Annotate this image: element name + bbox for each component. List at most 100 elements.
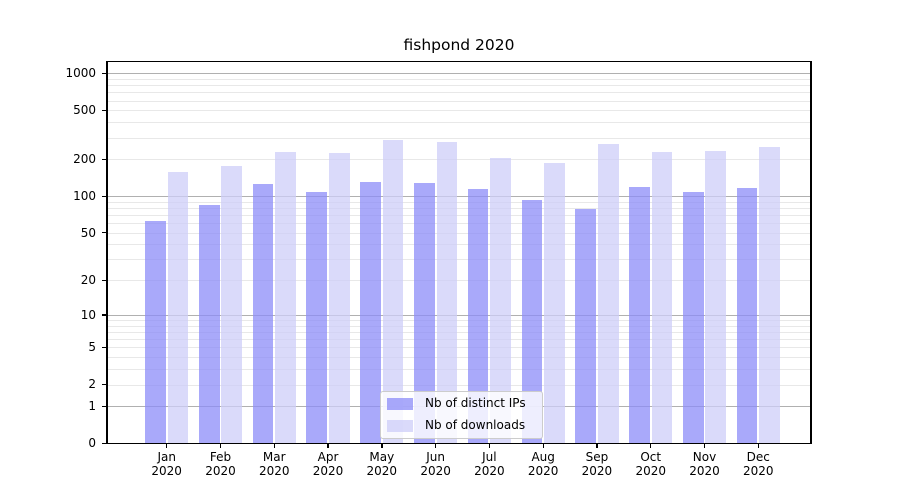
gridline-minor [107, 137, 810, 139]
y-tick-label: 50 [80, 225, 96, 240]
chart-title: fishpond 2020 [403, 36, 515, 54]
legend-item-distinct-ips: Nb of distinct IPs [387, 397, 534, 410]
y-tick-label: 1000 [65, 66, 96, 81]
x-tick [273, 444, 275, 449]
gridline-major [107, 314, 810, 316]
plot-border-top [106, 60, 813, 63]
bar-downloads-dec [759, 146, 780, 444]
x-tick [650, 444, 652, 449]
x-tick [435, 444, 437, 449]
x-tick [488, 444, 491, 449]
y-tick [102, 383, 107, 386]
legend-swatch-distinct-ips [387, 397, 413, 410]
y-tick [102, 279, 107, 281]
bar-distinct-ips-sep [575, 209, 596, 444]
gridline-minor [107, 207, 810, 209]
y-tick-label: 1 [88, 399, 96, 414]
y-tick [102, 72, 107, 74]
gridline-minor [107, 369, 810, 370]
gridline-minor [107, 122, 810, 124]
bar-distinct-ips-apr [306, 192, 328, 444]
x-tick-label: Sep 2020 [581, 450, 613, 479]
legend-label-downloads: Nb of downloads [425, 418, 526, 432]
x-tick-label: Jun 2020 [420, 450, 451, 479]
bar-downloads-may [382, 140, 404, 444]
bar-distinct-ips-mar [252, 184, 274, 444]
gridline-minor [107, 325, 810, 327]
x-tick [703, 444, 706, 449]
y-tick [102, 232, 107, 234]
y-tick-label: 0 [88, 436, 96, 451]
gridline-minor [107, 215, 810, 216]
bar-downloads-sep [597, 144, 619, 444]
gridline-minor [107, 357, 810, 359]
gridline-minor [107, 159, 810, 161]
gridline-minor [107, 384, 810, 386]
gridline-minor [107, 280, 810, 282]
bar-downloads-aug [544, 162, 565, 444]
legend-swatch-downloads [387, 419, 413, 432]
y-tick [102, 195, 107, 197]
x-tick-label: Oct 2020 [635, 450, 666, 479]
gridline-minor [107, 78, 810, 80]
y-tick-label: 100 [73, 189, 96, 204]
x-tick [219, 444, 222, 449]
x-tick [327, 444, 329, 449]
x-tick-label: Dec 2020 [742, 450, 774, 479]
bar-distinct-ips-nov [682, 191, 704, 444]
gridline-minor [107, 100, 810, 102]
y-tick-label: 200 [73, 152, 96, 167]
bar-downloads-nov [705, 150, 727, 444]
x-tick [166, 444, 168, 449]
bar-distinct-ips-oct [629, 187, 650, 444]
x-tick-label: Aug 2020 [527, 450, 559, 479]
bar-downloads-jul [490, 157, 512, 444]
y-tick [102, 346, 107, 349]
x-tick-label: Mar 2020 [258, 450, 290, 479]
x-tick-label: Apr 2020 [312, 450, 344, 479]
bar-distinct-ips-feb [198, 204, 220, 444]
y-tick [102, 109, 107, 112]
gridline-minor [107, 110, 810, 112]
y-tick [102, 158, 107, 160]
bar-distinct-ips-jun [413, 183, 435, 444]
bar-downloads-apr [328, 153, 350, 444]
bar-downloads-jun [436, 142, 458, 444]
plot-border-bottom [106, 442, 813, 445]
x-tick-label: Jan 2020 [151, 450, 182, 479]
y-tick-label: 10 [80, 307, 96, 322]
gridline-minor [107, 232, 810, 234]
y-tick-label: 2 [88, 377, 96, 392]
bar-distinct-ips-may [360, 181, 381, 444]
bar-downloads-oct [651, 151, 673, 444]
x-tick [542, 444, 544, 449]
plot-border-left [106, 60, 108, 445]
x-tick-label: Nov 2020 [689, 450, 720, 479]
gridline-minor [107, 347, 810, 349]
y-tick-label: 5 [88, 340, 96, 355]
x-tick-label: Jul 2020 [474, 450, 505, 479]
y-tick [102, 442, 107, 444]
gridline-minor [107, 92, 810, 94]
gridline-minor [107, 320, 810, 321]
x-tick-label: Feb 2020 [205, 450, 236, 479]
x-tick [381, 444, 383, 449]
legend: Nb of distinct IPs Nb of downloads [380, 391, 543, 439]
y-tick-label: 500 [73, 103, 96, 118]
y-tick [102, 314, 107, 316]
gridline-minor [107, 223, 810, 225]
x-tick [757, 444, 759, 449]
bar-distinct-ips-jul [467, 189, 489, 444]
y-tick-label: 20 [80, 273, 96, 288]
gridline-minor [107, 201, 810, 203]
gridline-minor [107, 331, 810, 333]
legend-item-downloads: Nb of downloads [387, 419, 534, 432]
plot-border-right [810, 60, 812, 445]
gridline-major [107, 196, 810, 198]
bar-distinct-ips-dec [736, 187, 758, 444]
x-tick [596, 444, 598, 449]
gridline-major [107, 73, 810, 75]
gridline-minor [107, 244, 810, 246]
y-tick [102, 405, 107, 407]
